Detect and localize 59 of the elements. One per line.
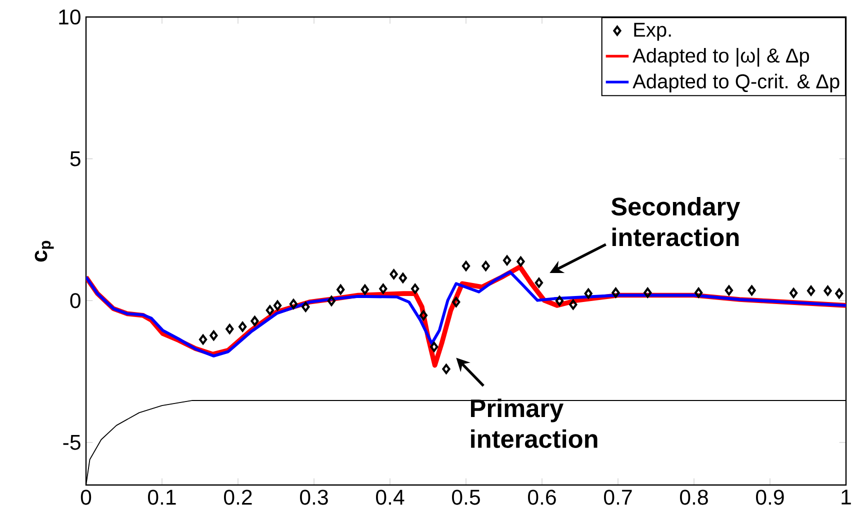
point: [555, 296, 564, 306]
legend-label: Adapted to |ω| & Δp: [632, 48, 810, 67]
point: [390, 269, 398, 280]
point: [534, 278, 544, 288]
point: [462, 260, 470, 272]
point: [452, 296, 460, 308]
point: [250, 316, 259, 326]
point: [273, 300, 282, 311]
point: [569, 300, 578, 310]
x-tick-label: 0.4: [376, 490, 404, 505]
point: [430, 342, 438, 352]
y-tick-label: -5: [63, 435, 80, 450]
point: [379, 284, 388, 294]
point: [238, 322, 247, 332]
point: [336, 284, 345, 295]
point: [266, 305, 274, 316]
point: [806, 286, 816, 296]
point: [442, 364, 450, 374]
x-tick-label: 0.1: [148, 490, 176, 505]
x-tick-label: 0.2: [224, 490, 252, 505]
annotation: Secondary interaction: [611, 196, 740, 246]
point: [748, 285, 756, 296]
y-tick-label: 10: [59, 9, 80, 25]
point: [482, 260, 490, 272]
point: [411, 284, 420, 294]
point: [302, 302, 310, 312]
x-tick-label: 0.8: [680, 490, 708, 505]
point: [694, 288, 703, 298]
point: [289, 298, 298, 310]
y-tick-label: 0: [70, 293, 80, 308]
point: [502, 255, 512, 266]
point: [360, 284, 369, 295]
x-tick-label: 0: [80, 490, 92, 505]
point: [226, 324, 234, 334]
point: [835, 288, 844, 299]
line-series: [86, 270, 846, 358]
point: [612, 288, 620, 298]
point: [724, 285, 734, 296]
point: [824, 286, 832, 296]
point: [198, 334, 208, 345]
x-tick-label: 0.3: [300, 490, 328, 505]
point: [789, 288, 798, 298]
x-tick-label: 1: [842, 490, 851, 504]
x-tick-label: 0.6: [528, 490, 556, 505]
x-tick-label: 0.5: [452, 490, 480, 505]
x-tick-label: 0.7: [604, 490, 632, 505]
annotation: Primary interaction: [471, 398, 598, 448]
point: [644, 288, 652, 298]
x-tick-label: 0.9: [756, 490, 784, 505]
y-tick-label: 5: [70, 151, 80, 166]
point: [516, 256, 525, 267]
y-axis-title: c$_{p}$: [34, 240, 54, 262]
point: [210, 330, 218, 341]
point: [419, 310, 428, 320]
legend-label: Exp.: [634, 22, 671, 41]
point: [327, 296, 336, 306]
legend-label: Adapted to Q-crit. & Δp: [632, 74, 840, 92]
point: [584, 288, 592, 299]
point: [398, 272, 407, 284]
